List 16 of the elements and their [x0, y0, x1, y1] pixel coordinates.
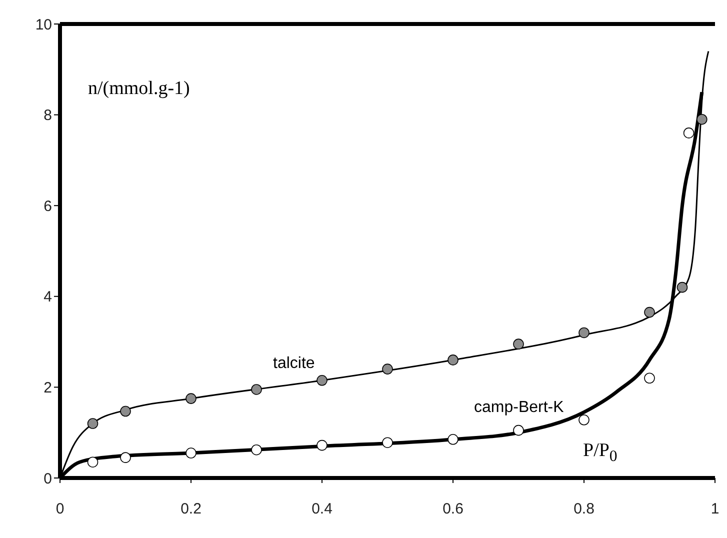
- annotation: camp-Bert-K: [474, 399, 564, 417]
- annotation: talcite: [273, 355, 315, 373]
- y-axis-title: n/(mmol.g-1): [88, 78, 190, 100]
- x-tick-label: 0.4: [312, 500, 332, 518]
- y-tick-label: 10: [35, 16, 52, 34]
- y-tick-label: 6: [44, 198, 52, 215]
- x-tick-label: 1: [710, 500, 720, 518]
- x-tick-label: 0.6: [442, 500, 464, 518]
- y-tick-label: 2: [44, 380, 52, 397]
- y-tick-label: 4: [44, 288, 52, 306]
- x-axis-title: P/P$_{0}$: [583, 440, 618, 466]
- y-tick-label: 8: [44, 107, 52, 124]
- y-tick-label: 0: [44, 470, 52, 488]
- x-tick-label: 0: [56, 500, 64, 518]
- x-tick-label: 0.2: [180, 500, 202, 518]
- x-tick-label: 0.8: [574, 500, 594, 518]
